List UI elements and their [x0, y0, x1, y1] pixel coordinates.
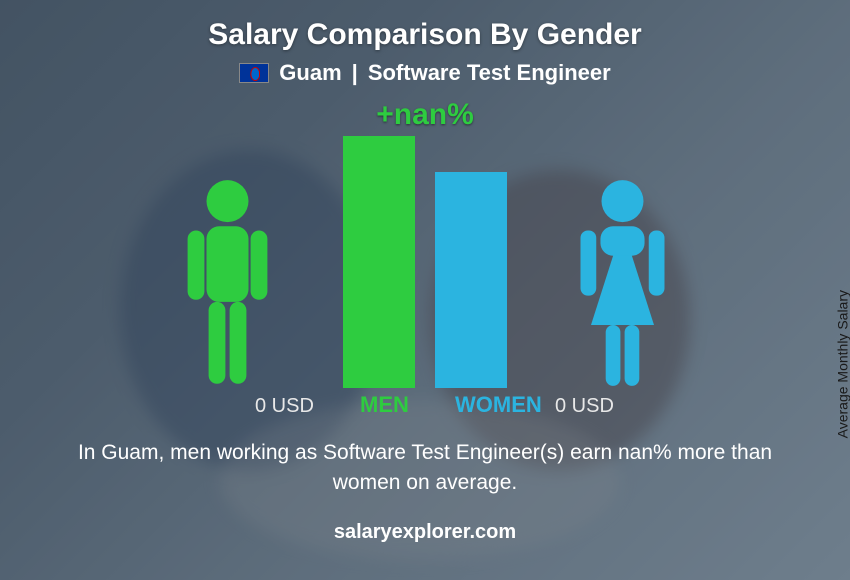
- content-column: Salary Comparison By Gender Guam | Softw…: [0, 0, 850, 580]
- y-axis-label: Average Monthly Salary: [834, 290, 850, 438]
- guam-flag-icon: [239, 63, 269, 83]
- label-women: WOMEN: [455, 392, 542, 418]
- salary-women: 0 USD: [555, 395, 614, 418]
- infographic-container: Salary Comparison By Gender Guam | Softw…: [0, 0, 850, 580]
- subtitle-separator: |: [352, 60, 358, 86]
- female-person-icon: [570, 178, 675, 388]
- salary-men: 0 USD: [255, 395, 314, 418]
- delta-label: +nan%: [376, 98, 474, 132]
- label-men: MEN: [360, 392, 409, 418]
- page-title: Salary Comparison By Gender: [208, 18, 641, 52]
- source-link[interactable]: salaryexplorer.com: [334, 521, 516, 544]
- description-text: In Guam, men working as Software Test En…: [65, 438, 785, 499]
- subtitle-row: Guam | Software Test Engineer: [239, 60, 610, 86]
- subtitle-country: Guam: [279, 60, 341, 86]
- chart-area: +nan%: [100, 98, 750, 418]
- bar-group: [343, 136, 507, 388]
- male-person-icon: [175, 178, 280, 388]
- bar-men: [343, 136, 415, 388]
- subtitle-job: Software Test Engineer: [368, 60, 611, 86]
- bar-women: [435, 172, 507, 388]
